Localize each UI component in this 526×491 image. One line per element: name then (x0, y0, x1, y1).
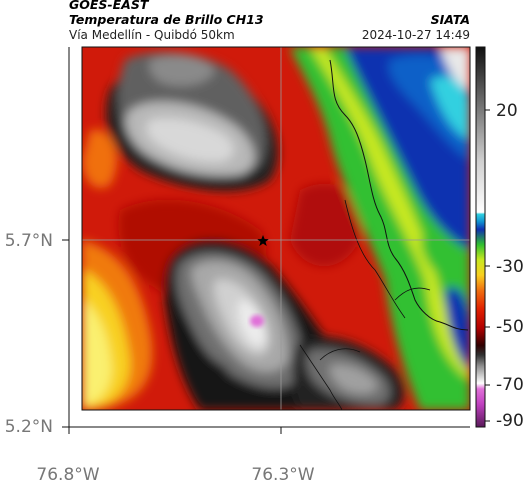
lon-label-76-8: 76.8°W (36, 465, 100, 485)
region-subtitle: Vía Medellín - Quibdó 50km (69, 28, 235, 42)
black-star-icon (257, 235, 269, 246)
satellite-title: GOES-EAST (69, 0, 149, 12)
org-label: SIATA (430, 12, 470, 27)
timestamp-label: 2024-10-27 14:49 (361, 28, 470, 42)
product-title: Temperatura de Brillo CH13 (69, 12, 264, 27)
lat-label-5-7: 5.7°N (4, 231, 53, 251)
brightness-temperature-field (82, 47, 470, 410)
colorbar-tick-minus90: -90 (496, 411, 524, 431)
lat-label-5-2: 5.2°N (4, 417, 53, 437)
lon-label-76-3: 76.3°W (251, 465, 315, 485)
colorbar-tick-minus50: -50 (496, 317, 524, 337)
colorbar-tick-minus30: -30 (496, 257, 524, 277)
colorbar (475, 46, 490, 428)
colorbar-tick-20: 20 (496, 101, 518, 121)
map-frame (81, 46, 471, 411)
colorbar-tick-minus70: -70 (496, 375, 524, 395)
